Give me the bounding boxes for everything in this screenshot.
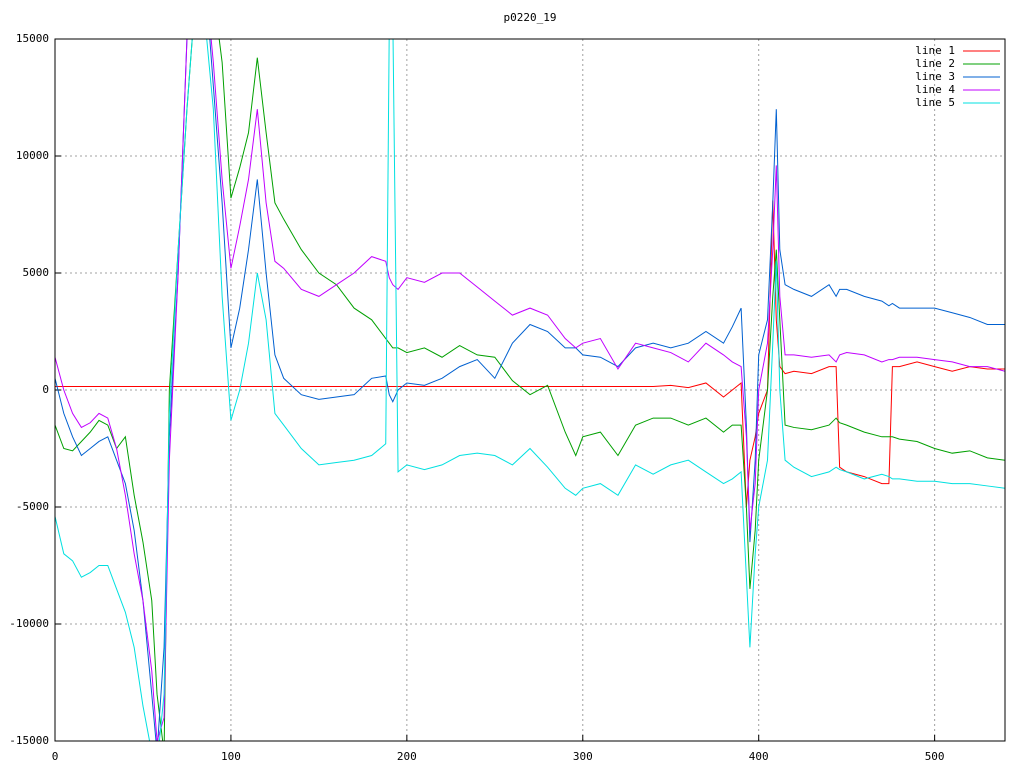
x-tick-label: 100 xyxy=(221,750,241,763)
x-tick-label: 500 xyxy=(925,750,945,763)
series-line xyxy=(55,39,1005,741)
y-tick-label: 0 xyxy=(42,383,49,396)
plot-border xyxy=(54,38,1006,742)
x-tick-label: 300 xyxy=(573,750,593,763)
series-line xyxy=(55,39,1005,741)
y-tick-label: -10000 xyxy=(9,617,49,630)
chart-title: p0220_19 xyxy=(504,11,557,24)
y-tick-label: 10000 xyxy=(16,149,49,162)
legend-label: line 3 xyxy=(915,70,955,83)
x-tick-label: 200 xyxy=(397,750,417,763)
x-tick-label: 400 xyxy=(749,750,769,763)
legend-label: line 4 xyxy=(915,83,955,96)
legend-label: line 5 xyxy=(915,96,955,109)
y-tick-label: -5000 xyxy=(16,500,49,513)
legend-label: line 2 xyxy=(915,57,955,70)
y-tick-label: 15000 xyxy=(16,32,49,45)
plot-lines xyxy=(55,39,1005,741)
series-line xyxy=(55,39,1005,741)
legend-label: line 1 xyxy=(915,44,955,57)
y-tick-label: -15000 xyxy=(9,734,49,747)
y-tick-label: 5000 xyxy=(23,266,50,279)
x-tick-label: 0 xyxy=(52,750,59,763)
